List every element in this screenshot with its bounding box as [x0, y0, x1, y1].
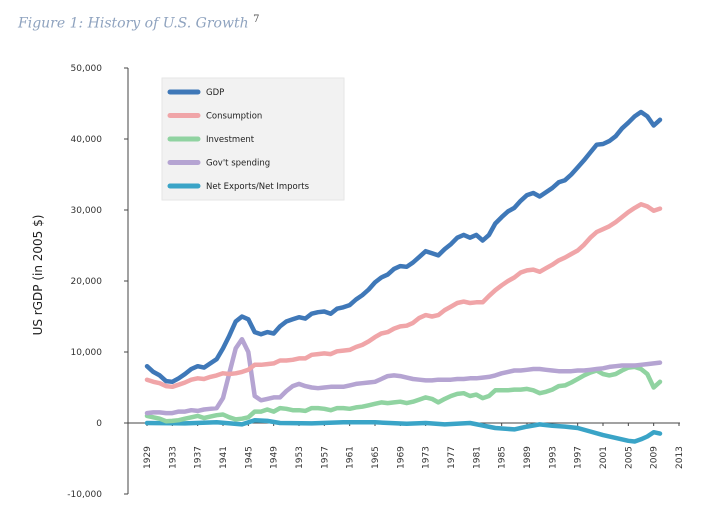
series-line-consumption	[144, 202, 663, 390]
x-tick-label: 1989	[523, 446, 533, 469]
x-tick-label: 2005	[624, 446, 634, 469]
x-tick-label: 1997	[574, 446, 584, 469]
figure-title: Figure 1: History of U.S. Growth 7	[18, 14, 259, 32]
series-line-investment	[144, 364, 663, 424]
x-tick-label: 1965	[371, 446, 381, 469]
x-tick-label: 1945	[244, 446, 254, 469]
legend-label: GDP	[206, 88, 224, 98]
x-tick-label: 1973	[422, 446, 432, 469]
y-tick-label: 30,000	[71, 206, 103, 216]
series-line-gdp	[144, 109, 663, 385]
legend-label: Investment	[206, 135, 255, 145]
series-line-gov-t-spending	[144, 336, 663, 416]
y-tick-label: 10,000	[71, 348, 103, 358]
x-tick-label: 1929	[143, 446, 153, 469]
x-tick-label: 2013	[675, 446, 685, 469]
y-tick-label: 50,000	[71, 64, 103, 74]
legend-label: Consumption	[206, 112, 262, 122]
x-tick-label: 1981	[472, 446, 482, 469]
y-axis-ticks: 50,000 40,000 30,000 20,000 10,000 0 -10,000	[67, 64, 128, 500]
x-tick-label: 1937	[194, 446, 204, 469]
x-axis-ticks: 1929 1933 1937 1941 1945 1949 1953 1957 1961 1965…	[143, 423, 685, 469]
x-tick-label: 1993	[548, 446, 558, 469]
y-tick-label: -10,000	[67, 490, 102, 500]
x-tick-label: 1941	[219, 446, 229, 469]
series-layer	[144, 109, 663, 444]
title-footnote: 7	[253, 14, 260, 25]
x-tick-label: 1961	[346, 446, 356, 469]
x-tick-label: 1949	[270, 446, 280, 469]
y-tick-label: 20,000	[71, 277, 103, 287]
legend-label: Gov't spending	[206, 159, 270, 169]
legend-label: Net Exports/Net Imports	[206, 182, 310, 192]
x-tick-label: 1977	[447, 446, 457, 469]
series-line-net-exports-net-imports	[144, 417, 663, 444]
x-tick-label: 1985	[498, 446, 508, 469]
y-axis-label: US rGDP (in 2005 $)	[31, 215, 45, 336]
x-tick-label: 1969	[396, 446, 406, 469]
legend: GDP Consumption Investment Gov't spending Ne…	[161, 77, 345, 201]
y-tick-label: 40,000	[71, 135, 103, 145]
x-tick-label: 2009	[650, 446, 660, 469]
y-tick-label: 0	[96, 419, 102, 429]
x-tick-label: 1957	[320, 446, 330, 469]
figure-title-text: Figure 1: History of U.S. Growth	[18, 15, 249, 32]
x-tick-label: 1933	[168, 446, 178, 469]
x-tick-label: 2001	[599, 446, 609, 469]
x-tick-label: 1953	[295, 446, 305, 469]
